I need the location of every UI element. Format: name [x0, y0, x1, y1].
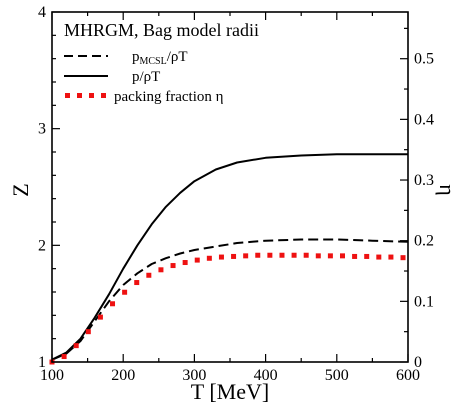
eta-point [243, 253, 249, 259]
legend: pMCSL/ρT p/ρT packing fraction η [64, 49, 224, 105]
eta-point [97, 314, 103, 320]
y-tick-label: 4 [38, 4, 46, 21]
eta-point [231, 253, 237, 259]
y-tick-label: 3 [38, 121, 46, 138]
legend-label-pmcsl: pMCSL/ρT [132, 49, 188, 67]
legend-label-eta: packing fraction η [114, 89, 224, 105]
x-tick-label: 500 [325, 367, 349, 384]
eta-point [170, 263, 176, 269]
eta-point [352, 253, 358, 259]
legend-dot [77, 93, 82, 98]
eta-point [339, 253, 345, 259]
x-tick-label: 600 [396, 367, 420, 384]
eta-point [388, 254, 394, 260]
eta-point [303, 252, 309, 258]
legend-label-pmcsl-main: p [132, 49, 140, 65]
eta-point [146, 272, 152, 278]
legend-swatch-dotted [65, 93, 106, 98]
x-tick-label: 100 [40, 367, 64, 384]
eta-point [182, 260, 188, 266]
legend-dot [89, 93, 94, 98]
legend-dot [101, 93, 106, 98]
y2-tick-label: 0.4 [414, 111, 434, 128]
series-line-p [51, 153, 408, 361]
x-tick-label: 200 [111, 367, 135, 384]
eta-point [194, 257, 200, 263]
eta-point [61, 354, 67, 360]
eta-point [327, 253, 333, 259]
x-tick-label: 300 [182, 367, 206, 384]
eta-point [73, 343, 79, 349]
eta-point [158, 267, 164, 273]
y-axis-label: Z [8, 183, 33, 196]
y2-tick-label: 0.2 [414, 233, 434, 250]
y-tick-label: 1 [38, 354, 46, 371]
eta-point [279, 252, 285, 258]
legend-label-pmcsl-rest: /ρT [167, 49, 188, 65]
series-line-pmcsl [51, 238, 409, 361]
eta-point [291, 252, 297, 258]
eta-point [110, 301, 116, 307]
eta-point [85, 329, 91, 335]
y2-tick-label: 0.3 [414, 172, 434, 189]
eta-point [267, 252, 273, 258]
eta-point [376, 254, 382, 260]
series-layer [49, 153, 409, 365]
eta-point [400, 255, 406, 261]
y2-tick-label: 0.5 [414, 51, 434, 68]
y-tick-label: 2 [38, 237, 46, 254]
plot-frame [51, 11, 409, 363]
x-tick-label: 400 [254, 367, 278, 384]
x-axis-label: T [MeV] [191, 379, 269, 404]
y2-axis-label: η [435, 184, 458, 196]
eta-point [364, 253, 370, 259]
y2-tick-label: 0.1 [414, 293, 434, 310]
chart-title: MHRGM, Bag model radii [64, 20, 259, 40]
y2-tick-label: 0 [414, 354, 422, 371]
eta-point [134, 280, 140, 286]
tick-layer [51, 11, 409, 363]
legend-dot [65, 93, 70, 98]
eta-point [122, 289, 128, 295]
eta-point [255, 252, 261, 258]
eta-point [315, 253, 321, 259]
eta-point [218, 254, 224, 260]
legend-label-p: p/ρT [132, 69, 160, 85]
eta-point [206, 255, 212, 261]
legend-label-pmcsl-sub: MCSL [140, 56, 167, 67]
